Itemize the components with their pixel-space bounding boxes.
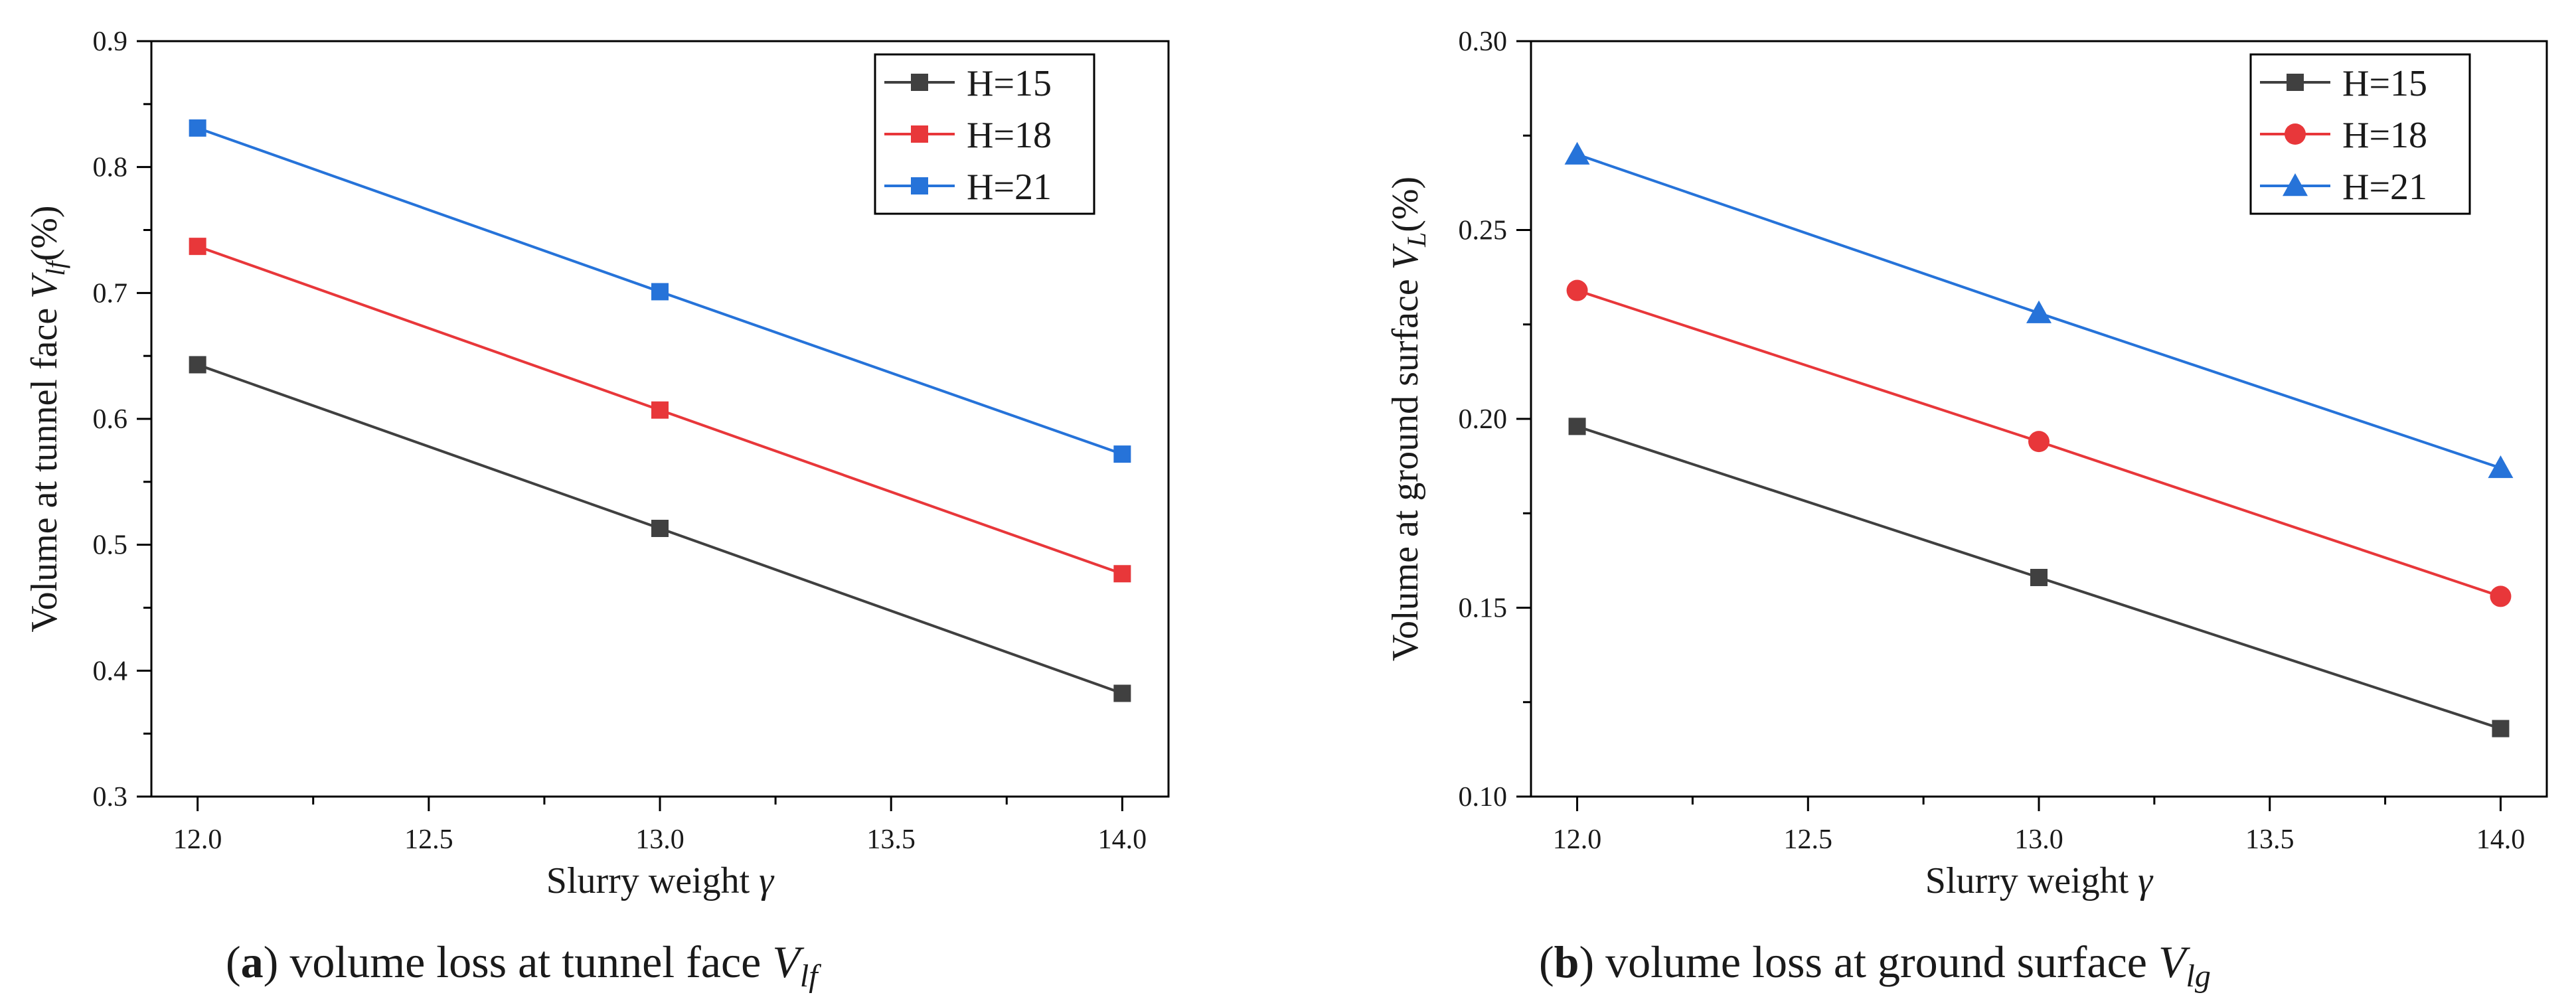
legend-label: H=21 xyxy=(2342,167,2427,208)
data-point-H=15-12 xyxy=(1568,418,1586,435)
data-point-H=18-12 xyxy=(1566,279,1588,301)
data-point-H=15-13 xyxy=(2030,568,2048,586)
y-tick-label: 0.8 xyxy=(93,153,128,183)
chart-panel-a: 0.3 0.4 0.5 0.6 0.7 0.8 0.9 12.0 12.5 13.0 13.5 14.… xyxy=(24,27,1170,994)
data-point-H=18-12 xyxy=(189,238,206,256)
x-tick-label: 12.0 xyxy=(1553,824,1602,855)
y-tick-label: 0.7 xyxy=(93,278,128,309)
y-tick-label: 0.25 xyxy=(1459,216,1508,246)
x-tick-label: 13.0 xyxy=(635,824,684,855)
panel-caption: (a) volume loss at tunnel face Vlf xyxy=(226,937,821,994)
y-axis-title: Volume at tunnel face Vlf(%) xyxy=(24,205,70,632)
data-point-H=21-13 xyxy=(651,283,669,301)
data-point-H=18-14 xyxy=(2490,585,2512,607)
legend-label: H=18 xyxy=(967,115,1052,156)
x-tick-label: 12.5 xyxy=(1784,824,1833,855)
data-point-H=21-13 xyxy=(2026,300,2052,323)
legend-item: H=18 xyxy=(884,115,1052,156)
y-tick-label: 0.5 xyxy=(93,530,128,561)
data-point-H=15-12 xyxy=(189,356,206,374)
y-tick-label: 0.6 xyxy=(93,404,128,435)
x-axis-title: Slurry weight γ xyxy=(546,860,775,901)
legend-marker xyxy=(911,125,928,143)
legend-label: H=21 xyxy=(967,167,1052,208)
panel-caption: (b) volume loss at ground surface Vlg xyxy=(1539,937,2211,994)
data-point-H=15-14 xyxy=(1113,684,1131,702)
data-point-H=21-14 xyxy=(1113,445,1131,463)
panel-label: a xyxy=(241,937,264,987)
data-point-H=18-13 xyxy=(2028,431,2050,453)
x-tick-label: 14.0 xyxy=(1098,824,1147,855)
legend-label: H=18 xyxy=(2342,115,2427,156)
y-tick-label: 0.10 xyxy=(1459,782,1508,813)
legend-marker xyxy=(911,74,928,91)
y-axis-title: Volume at ground surface VL(%) xyxy=(1385,177,1431,661)
x-tick-label: 14.0 xyxy=(2476,824,2526,855)
y-tick-label: 0.30 xyxy=(1459,27,1508,57)
x-tick-label: 12.5 xyxy=(404,824,453,855)
x-axis-title: Slurry weight γ xyxy=(1925,860,2154,901)
x-tick-label: 13.5 xyxy=(2245,824,2294,855)
panel-label: b xyxy=(1554,937,1579,987)
data-point-H=15-13 xyxy=(651,520,669,538)
legend-item: H=21 xyxy=(2260,167,2427,208)
legend-marker xyxy=(911,177,928,194)
y-tick-label: 0.9 xyxy=(93,27,128,57)
legend-marker xyxy=(2287,74,2304,91)
data-point-H=21-14 xyxy=(2488,455,2514,479)
data-point-H=18-14 xyxy=(1113,565,1131,583)
legend-item: H=15 xyxy=(2260,63,2427,104)
legend-marker xyxy=(2283,173,2308,196)
x-tick-label: 12.0 xyxy=(173,824,222,855)
x-tick-label: 13.5 xyxy=(866,824,916,855)
legend-item: H=15 xyxy=(884,63,1052,104)
legend: H=15 H=18 H=21 xyxy=(874,53,1095,215)
data-point-H=15-14 xyxy=(2492,720,2510,737)
data-point-H=21-12 xyxy=(1564,141,1590,165)
y-tick-label: 0.20 xyxy=(1459,404,1508,435)
y-tick-label: 0.3 xyxy=(93,782,128,813)
y-tick-label: 0.4 xyxy=(93,656,128,686)
data-point-H=18-13 xyxy=(651,401,669,419)
y-tick-label: 0.15 xyxy=(1459,593,1508,624)
x-tick-label: 13.0 xyxy=(2014,824,2063,855)
legend-label: H=15 xyxy=(967,63,1052,104)
legend-item: H=18 xyxy=(2260,115,2427,156)
legend-marker xyxy=(2285,123,2306,145)
data-point-H=21-12 xyxy=(189,119,206,137)
legend-label: H=15 xyxy=(2342,63,2427,104)
legend: H=15 H=18 H=21 xyxy=(2249,53,2471,215)
chart-panel-b: 0.10 0.15 0.20 0.25 0.30 12.0 12.5 13.0 13.5 14.0… xyxy=(1385,27,2548,994)
legend-item: H=21 xyxy=(884,167,1052,208)
